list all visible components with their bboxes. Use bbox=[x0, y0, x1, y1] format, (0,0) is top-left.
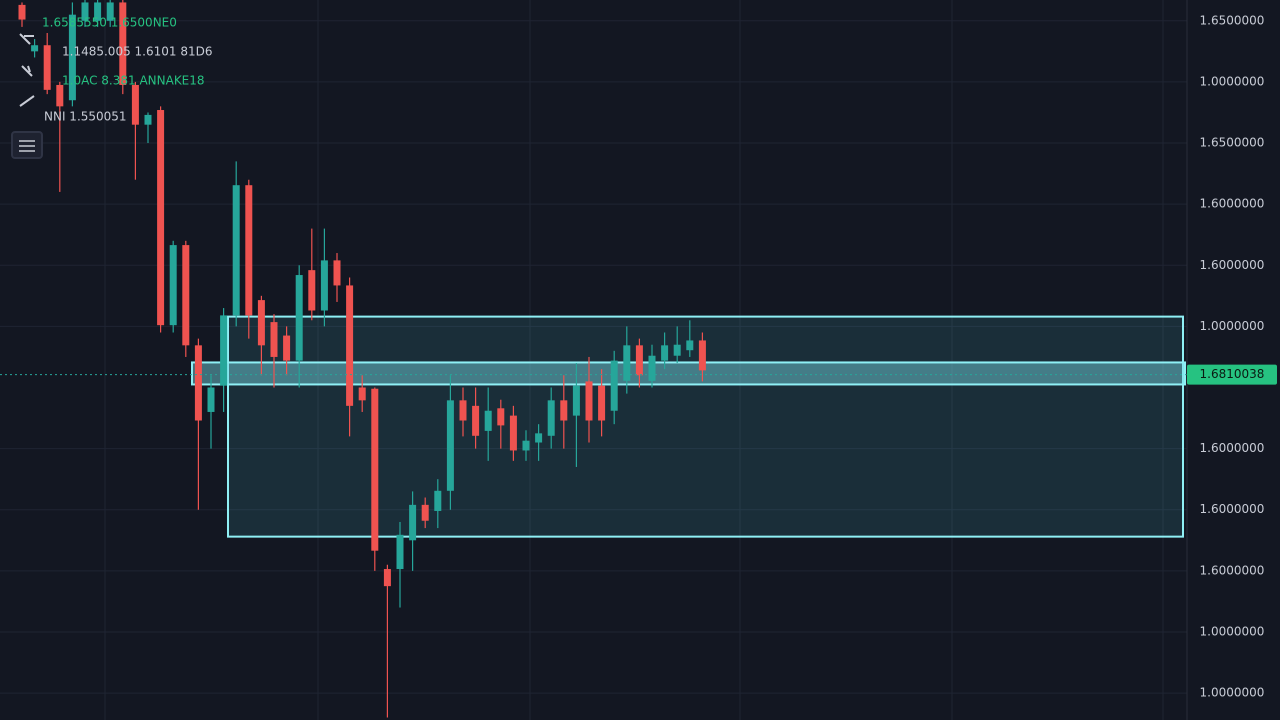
legend-line: 1.1485.005 1.6101 81D6 bbox=[62, 45, 212, 59]
plot-area bbox=[0, 0, 1187, 718]
candle-body bbox=[232, 185, 240, 316]
candle-body bbox=[673, 344, 681, 356]
y-tick-label: 1.6000000 bbox=[1200, 258, 1265, 272]
candle-body bbox=[119, 2, 127, 85]
candle-body bbox=[68, 14, 76, 101]
candle-body bbox=[472, 405, 480, 436]
candle-body bbox=[106, 2, 114, 21]
candle-body bbox=[283, 335, 291, 361]
candle-body bbox=[560, 400, 568, 421]
tool-icon[interactable] bbox=[19, 140, 35, 152]
candle-body bbox=[270, 322, 278, 357]
candle-body bbox=[497, 408, 505, 426]
y-tick-label: 1.0000000 bbox=[1200, 624, 1265, 638]
y-tick-label: 1.0000000 bbox=[1200, 686, 1265, 700]
candle-body bbox=[585, 381, 593, 421]
candle-body bbox=[434, 490, 442, 511]
candle-body bbox=[308, 270, 316, 311]
y-tick-label: 1.6500000 bbox=[1200, 13, 1265, 27]
toolbar bbox=[11, 33, 43, 159]
candle-body bbox=[346, 285, 354, 406]
legend-line: NNI 1.550051 bbox=[44, 110, 127, 124]
vertical-grid bbox=[104, 0, 1164, 720]
candle-body bbox=[207, 387, 215, 412]
candle-body bbox=[648, 355, 656, 381]
candle-body bbox=[522, 440, 530, 451]
candle-body bbox=[459, 400, 467, 421]
candle-body bbox=[409, 504, 417, 541]
candle-body bbox=[94, 2, 102, 21]
candle-body bbox=[535, 433, 543, 443]
candle-body bbox=[358, 387, 366, 401]
candle-body bbox=[43, 45, 51, 90]
candle-body bbox=[220, 315, 228, 386]
tool-icon[interactable] bbox=[21, 65, 33, 77]
price-tag-label: 1.6810038 bbox=[1200, 367, 1265, 381]
tool-icon[interactable] bbox=[19, 33, 34, 45]
candle-body bbox=[396, 534, 404, 570]
candle-body bbox=[157, 110, 165, 326]
y-tick-label: 1.6000000 bbox=[1200, 502, 1265, 516]
candle-body bbox=[698, 340, 706, 371]
candle-body bbox=[245, 185, 253, 316]
candle-body bbox=[547, 400, 555, 436]
y-tick-label: 1.6500000 bbox=[1200, 136, 1265, 150]
candle-body bbox=[371, 388, 379, 551]
candle-body bbox=[484, 410, 492, 431]
legend-line: 1.0AC 8.381 ANNAKE18 bbox=[62, 74, 205, 88]
candle-body bbox=[333, 260, 341, 286]
candle-body bbox=[446, 400, 454, 491]
candle-body bbox=[169, 245, 177, 326]
candle-body bbox=[18, 4, 26, 20]
candle-body bbox=[610, 360, 618, 411]
candle-body bbox=[661, 345, 669, 361]
candle-body bbox=[81, 2, 89, 21]
y-tick-label: 1.6000000 bbox=[1200, 197, 1265, 211]
y-tick-label: 1.0000000 bbox=[1200, 319, 1265, 333]
candle-body bbox=[320, 260, 328, 311]
candle-body bbox=[31, 45, 39, 52]
candle-body bbox=[295, 275, 303, 361]
y-tick-label: 1.6000000 bbox=[1200, 563, 1265, 577]
candle-body bbox=[598, 385, 606, 421]
candle-body bbox=[182, 245, 190, 346]
tool-button[interactable] bbox=[11, 131, 43, 159]
candle-body bbox=[144, 114, 152, 125]
candle-body bbox=[194, 345, 202, 421]
candle-body bbox=[421, 504, 429, 521]
zone bbox=[191, 361, 1186, 386]
candle-body bbox=[131, 84, 139, 125]
y-tick-label: 1.6000000 bbox=[1200, 441, 1265, 455]
candle-body bbox=[572, 385, 580, 416]
tool-icon[interactable] bbox=[19, 95, 35, 107]
candle-body bbox=[635, 345, 643, 376]
candle-body bbox=[56, 84, 64, 107]
candle-body bbox=[383, 569, 391, 587]
candle-body bbox=[623, 345, 631, 381]
candle-body bbox=[509, 415, 517, 451]
price-tag-box bbox=[1187, 364, 1277, 385]
candle-body bbox=[686, 340, 694, 351]
y-tick-label: 1.0000000 bbox=[1200, 74, 1265, 88]
legend-line: 1.6585550 1.6500NE0 bbox=[42, 16, 177, 30]
candle-body bbox=[257, 300, 265, 346]
